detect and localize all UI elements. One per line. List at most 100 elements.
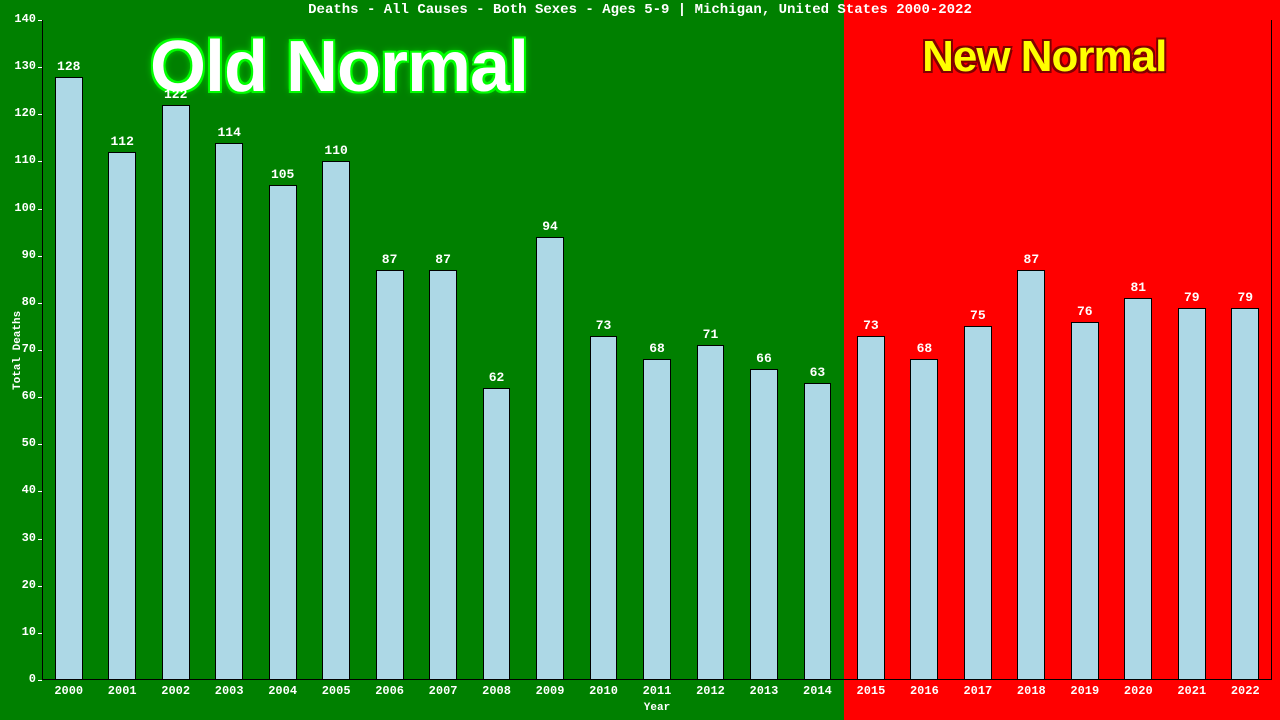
bar-value-label: 87 (418, 252, 468, 267)
x-tick-label: 2017 (951, 684, 1004, 698)
bar (750, 369, 778, 680)
y-tick-label: 100 (0, 201, 36, 215)
bar-value-label: 76 (1060, 304, 1110, 319)
bar-value-label: 79 (1167, 290, 1217, 305)
bar (857, 336, 885, 680)
bar (108, 152, 136, 680)
y-tick-mark (38, 539, 42, 540)
y-tick-mark (38, 303, 42, 304)
y-tick-mark (38, 350, 42, 351)
y-tick-mark (38, 67, 42, 68)
overlay-text-new-normal: New Normal (922, 32, 1166, 82)
bar-value-label: 73 (579, 318, 629, 333)
bar (429, 270, 457, 680)
x-tick-label: 2018 (1005, 684, 1058, 698)
bar-value-label: 68 (632, 341, 682, 356)
y-tick-mark (38, 161, 42, 162)
bar (590, 336, 618, 680)
bar (483, 388, 511, 680)
x-tick-label: 2022 (1219, 684, 1272, 698)
x-tick-label: 2007 (416, 684, 469, 698)
bar (1017, 270, 1045, 680)
bar (1231, 308, 1259, 680)
bar (643, 359, 671, 680)
bar-value-label: 75 (953, 308, 1003, 323)
x-tick-label: 2005 (309, 684, 362, 698)
y-tick-mark (38, 633, 42, 634)
bar (804, 383, 832, 680)
bar (697, 345, 725, 680)
y-tick-label: 110 (0, 153, 36, 167)
bar-value-label: 68 (899, 341, 949, 356)
x-tick-label: 2016 (898, 684, 951, 698)
x-tick-label: 2004 (256, 684, 309, 698)
y-tick-mark (38, 209, 42, 210)
y-tick-label: 90 (0, 248, 36, 262)
bar-value-label: 110 (311, 143, 361, 158)
y-tick-mark (38, 20, 42, 21)
x-tick-label: 2001 (95, 684, 148, 698)
y-tick-mark (38, 114, 42, 115)
bar-value-label: 114 (204, 125, 254, 140)
x-tick-label: 2000 (42, 684, 95, 698)
bar (964, 326, 992, 680)
chart-container: Deaths - All Causes - Both Sexes - Ages … (0, 0, 1280, 720)
y-tick-label: 40 (0, 483, 36, 497)
bar (269, 185, 297, 680)
y-tick-label: 70 (0, 342, 36, 356)
bar-value-label: 87 (1006, 252, 1056, 267)
bar-value-label: 122 (151, 87, 201, 102)
x-tick-label: 2019 (1058, 684, 1111, 698)
x-tick-label: 2003 (202, 684, 255, 698)
y-tick-label: 120 (0, 106, 36, 120)
y-axis-line-left (42, 20, 43, 680)
y-axis-line-right (1271, 20, 1272, 680)
bar-value-label: 87 (365, 252, 415, 267)
bar-value-label: 63 (792, 365, 842, 380)
bar (536, 237, 564, 680)
bar-value-label: 94 (525, 219, 575, 234)
y-tick-mark (38, 256, 42, 257)
y-tick-label: 50 (0, 436, 36, 450)
bar-value-label: 62 (472, 370, 522, 385)
bar (1071, 322, 1099, 680)
y-tick-mark (38, 397, 42, 398)
bar (1178, 308, 1206, 680)
bar (376, 270, 404, 680)
bar (910, 359, 938, 680)
bar (162, 105, 190, 680)
y-tick-label: 140 (0, 12, 36, 26)
y-tick-mark (38, 491, 42, 492)
x-axis-label: Year (42, 702, 1272, 714)
x-tick-label: 2015 (844, 684, 897, 698)
y-tick-mark (38, 586, 42, 587)
x-tick-label: 2009 (523, 684, 576, 698)
y-tick-label: 60 (0, 389, 36, 403)
bar-value-label: 79 (1220, 290, 1270, 305)
bar-value-label: 66 (739, 351, 789, 366)
x-tick-label: 2011 (630, 684, 683, 698)
bar-value-label: 112 (97, 134, 147, 149)
bar (215, 143, 243, 680)
x-tick-label: 2014 (791, 684, 844, 698)
y-tick-label: 80 (0, 295, 36, 309)
chart-title: Deaths - All Causes - Both Sexes - Ages … (0, 2, 1280, 18)
x-tick-label: 2021 (1165, 684, 1218, 698)
overlay-text-old-normal: Old Normal (150, 26, 528, 108)
y-tick-label: 10 (0, 625, 36, 639)
bar-value-label: 73 (846, 318, 896, 333)
x-tick-label: 2020 (1112, 684, 1165, 698)
bar-value-label: 128 (44, 59, 94, 74)
bar (55, 77, 83, 680)
y-tick-mark (38, 680, 42, 681)
x-tick-label: 2006 (363, 684, 416, 698)
y-tick-label: 130 (0, 59, 36, 73)
x-tick-label: 2013 (737, 684, 790, 698)
y-tick-label: 20 (0, 578, 36, 592)
bar-value-label: 105 (258, 167, 308, 182)
y-tick-mark (38, 444, 42, 445)
bar (1124, 298, 1152, 680)
x-tick-label: 2012 (684, 684, 737, 698)
y-tick-label: 0 (0, 672, 36, 686)
x-tick-label: 2002 (149, 684, 202, 698)
